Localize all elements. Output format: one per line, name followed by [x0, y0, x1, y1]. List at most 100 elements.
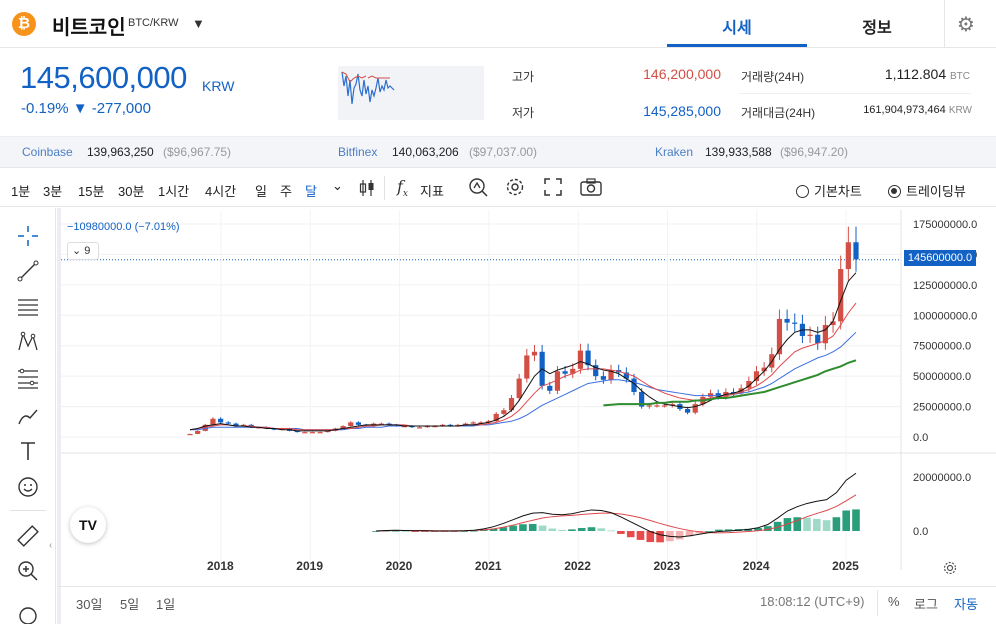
timeframe-month[interactable]: 달 — [305, 184, 317, 199]
chart-toolbar — [0, 169, 996, 207]
x-tick-label: 2024 — [743, 559, 770, 573]
chart-settings-icon[interactable] — [943, 561, 957, 575]
exchange-usd: ($96,947.20) — [780, 145, 849, 159]
settings-icon[interactable] — [505, 177, 525, 197]
top-header — [0, 0, 996, 48]
macd-histogram-bar — [705, 531, 713, 532]
exchange-name[interactable]: Bitfinex — [338, 145, 378, 159]
basic-chart-radio[interactable]: 기본차트 — [796, 181, 862, 200]
candle-body — [815, 334, 821, 344]
timeframe-4h[interactable]: 4시간 — [205, 184, 237, 199]
crosshair-icon[interactable] — [16, 224, 40, 248]
timeframe-15m[interactable]: 15분 — [78, 184, 105, 199]
candle-body — [478, 422, 484, 424]
range-1d[interactable]: 1일 — [156, 597, 176, 612]
tab-quote[interactable]: 시세 — [722, 20, 752, 37]
ma-long-line — [603, 359, 857, 407]
candle-body — [600, 376, 606, 380]
candle-body — [639, 391, 645, 407]
coin-name[interactable]: 비트코인 — [52, 17, 126, 39]
brush-icon[interactable] — [16, 404, 40, 428]
text-icon[interactable] — [16, 439, 40, 463]
timeframe-day[interactable]: 일 — [255, 184, 267, 199]
magnet-icon[interactable] — [16, 604, 40, 624]
candle-body — [784, 318, 790, 323]
candle-body — [792, 322, 798, 324]
tab-info[interactable]: 정보 — [862, 20, 892, 37]
camera-icon[interactable] — [580, 178, 602, 196]
macd-histogram-bar — [391, 530, 400, 532]
gear-icon[interactable]: ⚙ — [957, 14, 975, 36]
price-chart[interactable]: 0.0 25000000.0 50000000.0 75000000.0 1000000… — [61, 210, 996, 588]
function-icon[interactable]: fx — [397, 177, 408, 200]
macd-histogram-bar — [656, 531, 664, 543]
candle-body — [294, 430, 300, 433]
clock-readout: 18:08:12 (UTC+9) — [760, 594, 865, 609]
chart-gutter — [57, 208, 61, 624]
trend-line-icon[interactable] — [16, 259, 40, 283]
exchange-name[interactable]: Coinbase — [22, 145, 73, 159]
fullscreen-icon[interactable] — [544, 178, 562, 196]
x-tick-label: 2019 — [296, 559, 323, 573]
range-30d[interactable]: 30일 — [76, 597, 103, 612]
indicator-toggle[interactable]: ⌄ 9 — [67, 242, 99, 260]
exchange-usd: ($97,037.00) — [469, 145, 538, 159]
y-tick-label: 100000000.0 — [913, 310, 977, 322]
candle-body — [485, 421, 492, 423]
candle-body — [508, 398, 515, 411]
collapse-tools-icon[interactable]: ‹ — [49, 540, 53, 551]
macd-histogram-bar — [519, 524, 527, 531]
low-value: 145,285,000 — [643, 103, 721, 119]
fib-icon[interactable] — [16, 367, 40, 391]
macd-histogram-bar — [489, 528, 498, 531]
tradingview-logo[interactable]: TV — [70, 507, 106, 543]
indicator-button[interactable]: 지표 — [420, 184, 444, 199]
candle-body — [378, 423, 384, 425]
candle-type-icon[interactable] — [358, 178, 376, 198]
volume-unit: BTC — [950, 71, 970, 82]
coin-pair[interactable]: BTC/KRW — [128, 17, 179, 29]
auto-toggle[interactable]: 자동 — [954, 597, 978, 612]
log-toggle[interactable]: 로그 — [914, 597, 938, 612]
chevron-down-icon: ⌄ — [72, 245, 82, 257]
macd-histogram-bar — [744, 528, 753, 531]
macd-histogram-bar — [852, 509, 860, 531]
chevron-down-icon[interactable]: ▼ — [192, 16, 205, 31]
ma-fast-line — [189, 272, 857, 432]
compare-icon[interactable] — [468, 177, 488, 197]
time-axis: 2018 2019 2020 2021 2022 2023 2024 2025 — [207, 559, 859, 573]
candle-body — [853, 242, 859, 260]
timeframe-3m[interactable]: 3분 — [43, 184, 63, 199]
ruler-icon[interactable] — [16, 524, 40, 548]
candle-body — [447, 424, 453, 427]
timeframe-30m[interactable]: 30분 — [118, 184, 145, 199]
zoom-in-icon[interactable] — [16, 559, 40, 583]
macd-histogram-bar — [724, 529, 733, 531]
macd-histogram-bar — [764, 526, 772, 531]
candle-body — [593, 365, 599, 377]
candle-body — [401, 426, 407, 428]
timeframe-1h[interactable]: 1시간 — [158, 184, 190, 199]
emoji-icon[interactable] — [16, 475, 40, 499]
pattern-icon[interactable] — [16, 330, 40, 354]
x-tick-label: 2023 — [654, 559, 681, 573]
y-tick-label: 0.0 — [913, 432, 928, 444]
ma-mid-line — [189, 302, 857, 431]
candle-body — [210, 418, 216, 425]
horizontal-lines-icon[interactable] — [16, 295, 40, 319]
candle-body — [279, 428, 285, 430]
percent-toggle[interactable]: % — [888, 594, 900, 609]
macd-histogram-bar — [509, 525, 517, 531]
macd-histogram-bar — [783, 518, 792, 531]
candle-body — [462, 423, 469, 425]
candle-body — [309, 432, 316, 434]
macd-histogram-bar — [675, 531, 684, 540]
tradingview-radio[interactable]: 트레이딩뷰 — [888, 181, 966, 200]
range-5d[interactable]: 5일 — [120, 597, 140, 612]
candle-body — [225, 422, 231, 424]
timeframe-week[interactable]: 주 — [280, 184, 292, 199]
macd-histogram-bar — [715, 529, 723, 531]
timeframe-1m[interactable]: 1분 — [11, 184, 31, 199]
exchange-name[interactable]: Kraken — [655, 145, 694, 159]
timeframe-dropdown-icon[interactable]: ⌄ — [332, 178, 343, 193]
